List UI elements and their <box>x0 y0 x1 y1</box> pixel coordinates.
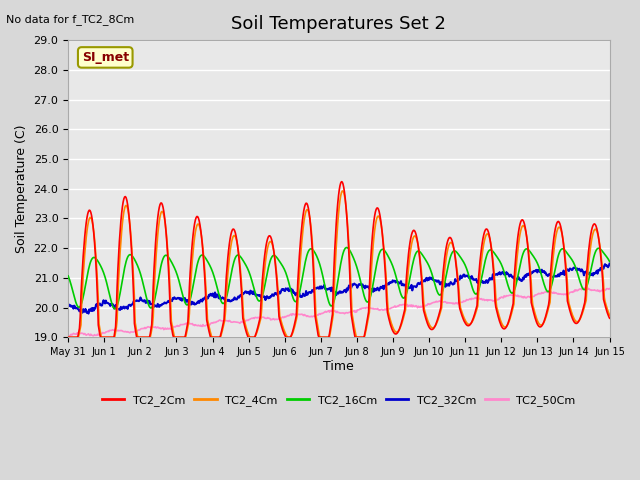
TC2_16Cm <box>605 259 613 264</box>
TC2_16Cm <box>74 304 82 310</box>
TC2_50Cm <box>74 331 82 336</box>
TC2_32Cm <box>214 293 222 299</box>
TC2_2Cm <box>605 315 613 321</box>
TC2_32Cm <box>84 311 92 316</box>
TC2_32Cm <box>186 299 193 305</box>
TC2_32Cm <box>131 298 138 303</box>
TC2_2Cm <box>74 333 82 339</box>
TC2_50Cm <box>213 319 221 324</box>
TC2_4Cm <box>605 312 613 318</box>
TC2_50Cm <box>584 285 591 291</box>
TC2_4Cm <box>130 278 138 284</box>
Line: TC2_32Cm: TC2_32Cm <box>68 264 609 313</box>
TC2_50Cm <box>185 321 193 327</box>
TC2_32Cm <box>421 278 429 284</box>
TC2_4Cm <box>64 335 72 340</box>
TC2_50Cm <box>64 334 72 339</box>
TC2_16Cm <box>186 299 193 305</box>
Line: TC2_4Cm: TC2_4Cm <box>68 191 609 337</box>
TC2_32Cm <box>605 261 613 266</box>
Line: TC2_50Cm: TC2_50Cm <box>68 288 609 336</box>
Y-axis label: Soil Temperature (C): Soil Temperature (C) <box>15 124 28 253</box>
Line: TC2_16Cm: TC2_16Cm <box>68 248 609 309</box>
TC2_16Cm <box>422 257 429 263</box>
TC2_16Cm <box>131 256 138 262</box>
TC2_2Cm <box>130 295 138 301</box>
TC2_2Cm <box>185 303 193 309</box>
TC2_50Cm <box>605 286 613 291</box>
X-axis label: Time: Time <box>323 360 354 373</box>
TC2_4Cm <box>421 309 429 315</box>
TC2_2Cm <box>421 313 429 319</box>
TC2_4Cm <box>74 335 82 340</box>
TC2_4Cm <box>339 188 346 194</box>
TC2_16Cm <box>343 245 351 251</box>
TC2_16Cm <box>214 288 222 294</box>
TC2_4Cm <box>213 335 221 340</box>
TC2_16Cm <box>111 306 118 312</box>
TC2_2Cm <box>213 335 221 340</box>
TC2_32Cm <box>74 306 82 312</box>
Legend: TC2_2Cm, TC2_4Cm, TC2_16Cm, TC2_32Cm, TC2_50Cm: TC2_2Cm, TC2_4Cm, TC2_16Cm, TC2_32Cm, TC… <box>97 390 580 410</box>
Line: TC2_2Cm: TC2_2Cm <box>68 181 609 337</box>
TC2_16Cm <box>64 273 72 279</box>
TC2_2Cm <box>64 335 72 340</box>
TC2_32Cm <box>405 285 413 291</box>
TC2_50Cm <box>404 302 412 308</box>
Text: SI_met: SI_met <box>82 51 129 64</box>
TC2_32Cm <box>64 300 72 306</box>
TC2_50Cm <box>130 329 138 335</box>
TC2_4Cm <box>405 258 413 264</box>
TC2_2Cm <box>405 245 413 251</box>
TC2_2Cm <box>338 179 346 184</box>
TC2_4Cm <box>185 320 193 325</box>
TC2_50Cm <box>420 303 428 309</box>
Text: No data for f_TC2_8Cm: No data for f_TC2_8Cm <box>6 14 134 25</box>
TC2_16Cm <box>406 275 414 280</box>
Title: Soil Temperatures Set 2: Soil Temperatures Set 2 <box>232 15 446 33</box>
